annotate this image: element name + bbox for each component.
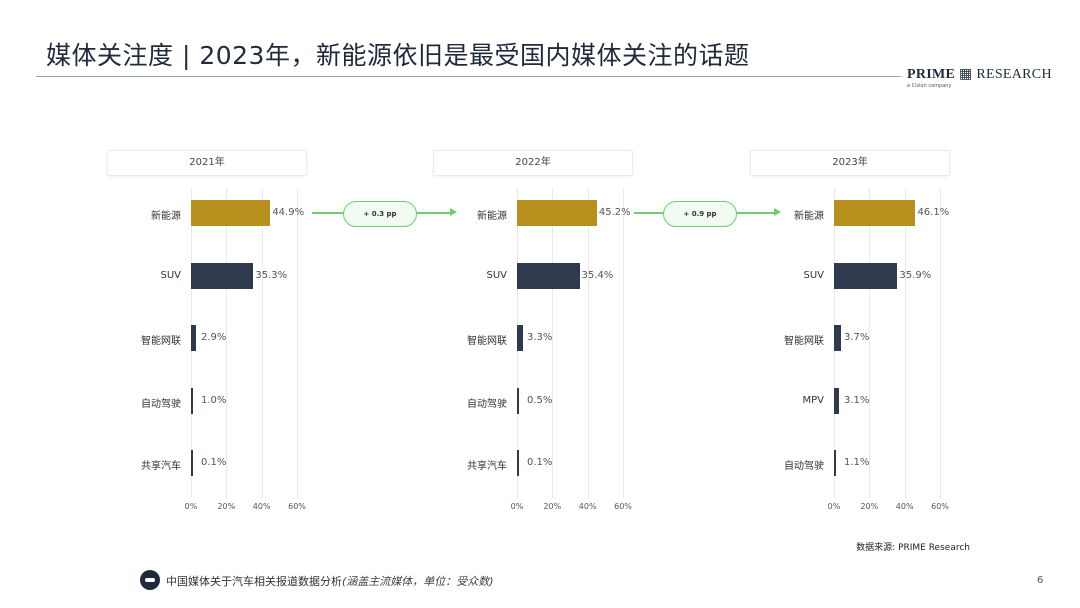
x-tick-label: 20% xyxy=(860,502,879,511)
change-badge-1: + 0.9 pp xyxy=(663,201,737,227)
category-label: MPV xyxy=(802,394,825,406)
data-label: 1.1% xyxy=(844,457,870,468)
change-arrow-right-1 xyxy=(737,212,775,214)
chart-panel-2: 2023年 0% 20% 40% 60% 新能源 46.1% SUV 35.9% 智能网联 3.7%… xyxy=(750,148,955,518)
bar xyxy=(517,325,523,351)
chart-panel-0: 2021年 0% 20% 40% 60% 新能源 44.9% SUV 35.3% 智能网联 2.9%… xyxy=(107,148,312,518)
bar xyxy=(191,262,254,289)
data-label: 1.0% xyxy=(201,394,227,406)
gridline xyxy=(587,188,589,498)
data-label: 44.9% xyxy=(272,207,305,218)
data-label: 35.3% xyxy=(255,269,288,281)
category-label: 新能源 xyxy=(151,211,181,222)
x-tick-label: 20% xyxy=(543,502,562,511)
gridline xyxy=(904,188,906,498)
bar xyxy=(834,325,841,351)
x-tick-label: 0% xyxy=(510,502,524,511)
category-label: 自动驾驶 xyxy=(141,398,181,410)
category-label: 智能网联 xyxy=(467,336,507,347)
bar xyxy=(834,262,898,289)
change-arrow-left-0 xyxy=(312,212,343,214)
arrow-head-icon xyxy=(450,208,457,216)
bar xyxy=(191,325,197,351)
category-label: 新能源 xyxy=(794,211,824,222)
page-title: 媒体关注度 | 2023年，新能源依旧是最受国内媒体关注的话题 xyxy=(46,41,750,70)
change-arrow-left-1 xyxy=(634,212,663,214)
chart-title: 2022年 xyxy=(433,150,633,176)
bar xyxy=(517,450,519,476)
category-label: 智能网联 xyxy=(784,336,824,347)
chart-panel-1: 2022年 0% 20% 40% 60% 新能源 45.2% SUV 35.4% 智能网联 3.3%… xyxy=(433,148,638,518)
data-label: 45.2% xyxy=(598,207,631,218)
footer-description: 中国媒体关于汽车相关报道数据分析 xyxy=(166,575,342,588)
bar xyxy=(834,387,840,414)
logo-subtitle: a Cision company xyxy=(907,83,952,89)
bar xyxy=(834,450,836,476)
car-icon xyxy=(140,570,160,590)
category-label: SUV xyxy=(486,269,507,281)
category-label: 自动驾驶 xyxy=(467,398,507,410)
x-tick-label: 20% xyxy=(217,502,236,511)
gridline xyxy=(226,188,228,498)
gridline xyxy=(940,188,941,498)
x-tick-label: 0% xyxy=(827,502,841,511)
category-label: SUV xyxy=(160,269,181,281)
data-label: 0.5% xyxy=(527,394,553,406)
data-label: 3.1% xyxy=(844,394,870,406)
data-label: 35.9% xyxy=(899,269,932,281)
data-label: 3.7% xyxy=(844,332,870,343)
data-label: 0.1% xyxy=(201,457,227,468)
gridline xyxy=(869,188,871,498)
logo-prime: PRIME xyxy=(907,67,956,82)
title-divider xyxy=(36,76,901,77)
category-label: 新能源 xyxy=(477,211,507,222)
x-tick-label: 40% xyxy=(895,502,914,511)
data-label: 3.3% xyxy=(527,332,553,343)
bar xyxy=(517,387,519,414)
category-label: 自动驾驶 xyxy=(784,461,824,472)
x-tick-label: 60% xyxy=(931,502,949,511)
gridline xyxy=(297,188,298,498)
x-tick-label: 60% xyxy=(288,502,306,511)
data-source: 数据来源: PRIME Research xyxy=(856,543,970,553)
building-icon: ▦ xyxy=(958,67,973,82)
category-label: 智能网联 xyxy=(141,336,181,347)
gridline xyxy=(552,188,554,498)
x-tick-label: 40% xyxy=(252,502,271,511)
x-tick-label: 0% xyxy=(184,502,198,511)
chart-title: 2023年 xyxy=(750,150,950,176)
change-arrow-right-0 xyxy=(417,212,451,214)
category-label: 共享汽车 xyxy=(141,461,181,472)
gridline xyxy=(261,188,263,498)
page-number: 6 xyxy=(1037,575,1044,586)
x-tick-label: 60% xyxy=(614,502,632,511)
gridline xyxy=(623,188,624,498)
data-label: 35.4% xyxy=(581,269,614,281)
bar xyxy=(191,387,193,414)
bar xyxy=(517,262,580,289)
data-label: 2.9% xyxy=(201,332,227,343)
bar xyxy=(191,450,193,476)
bar xyxy=(517,200,597,226)
category-label: 共享汽车 xyxy=(467,461,507,472)
data-label: 46.1% xyxy=(917,207,950,218)
footer-text: 中国媒体关于汽车相关报道数据分析(涵盖主流媒体，单位：受众数) xyxy=(166,573,494,589)
bar xyxy=(834,200,916,226)
category-label: SUV xyxy=(803,269,824,281)
footer-note: (涵盖主流媒体，单位：受众数) xyxy=(342,575,494,588)
logo-research: RESEARCH xyxy=(976,67,1052,82)
x-tick-label: 40% xyxy=(578,502,597,511)
arrow-head-icon xyxy=(774,208,781,216)
data-label: 0.1% xyxy=(527,457,553,468)
chart-title: 2021年 xyxy=(107,150,307,176)
change-badge-0: + 0.3 pp xyxy=(343,201,417,227)
prime-research-logo: PRIME ▦ RESEARCH a Cision company xyxy=(907,66,1067,94)
bar xyxy=(191,200,271,226)
